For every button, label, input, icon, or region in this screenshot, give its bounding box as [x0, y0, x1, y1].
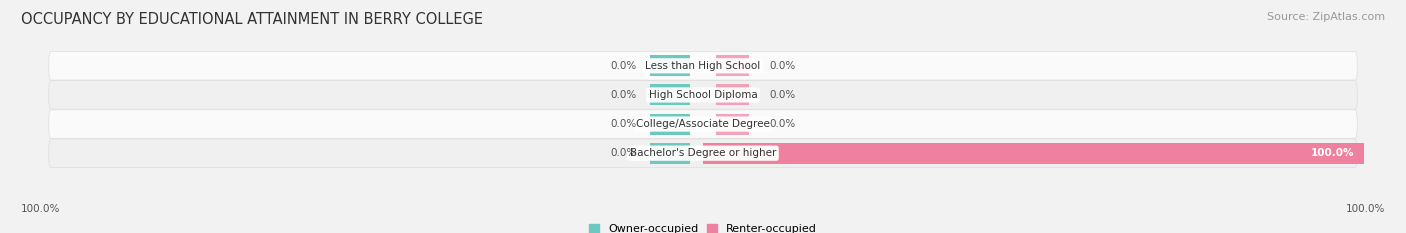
Text: OCCUPANCY BY EDUCATIONAL ATTAINMENT IN BERRY COLLEGE: OCCUPANCY BY EDUCATIONAL ATTAINMENT IN B… — [21, 12, 484, 27]
Text: Less than High School: Less than High School — [645, 61, 761, 71]
Text: 0.0%: 0.0% — [769, 119, 796, 129]
Bar — [716, 55, 749, 76]
Text: 100.0%: 100.0% — [1346, 204, 1385, 214]
Text: College/Associate Degree: College/Associate Degree — [636, 119, 770, 129]
Bar — [650, 55, 690, 76]
Text: 100.0%: 100.0% — [1310, 148, 1354, 158]
Bar — [650, 113, 690, 134]
FancyBboxPatch shape — [49, 110, 1357, 138]
Text: 0.0%: 0.0% — [610, 119, 637, 129]
FancyBboxPatch shape — [49, 81, 1357, 109]
Text: 0.0%: 0.0% — [610, 148, 637, 158]
Bar — [716, 85, 749, 105]
Text: 0.0%: 0.0% — [610, 90, 637, 100]
FancyBboxPatch shape — [49, 51, 1357, 80]
Bar — [703, 143, 1364, 164]
Bar — [716, 113, 749, 134]
Text: 0.0%: 0.0% — [610, 61, 637, 71]
Legend: Owner-occupied, Renter-occupied: Owner-occupied, Renter-occupied — [589, 224, 817, 233]
Text: Bachelor's Degree or higher: Bachelor's Degree or higher — [630, 148, 776, 158]
Bar — [650, 143, 690, 164]
FancyBboxPatch shape — [49, 139, 1357, 168]
Text: High School Diploma: High School Diploma — [648, 90, 758, 100]
Text: 0.0%: 0.0% — [769, 90, 796, 100]
Text: Source: ZipAtlas.com: Source: ZipAtlas.com — [1267, 12, 1385, 22]
Bar — [650, 85, 690, 105]
Text: 100.0%: 100.0% — [21, 204, 60, 214]
Text: 0.0%: 0.0% — [769, 61, 796, 71]
